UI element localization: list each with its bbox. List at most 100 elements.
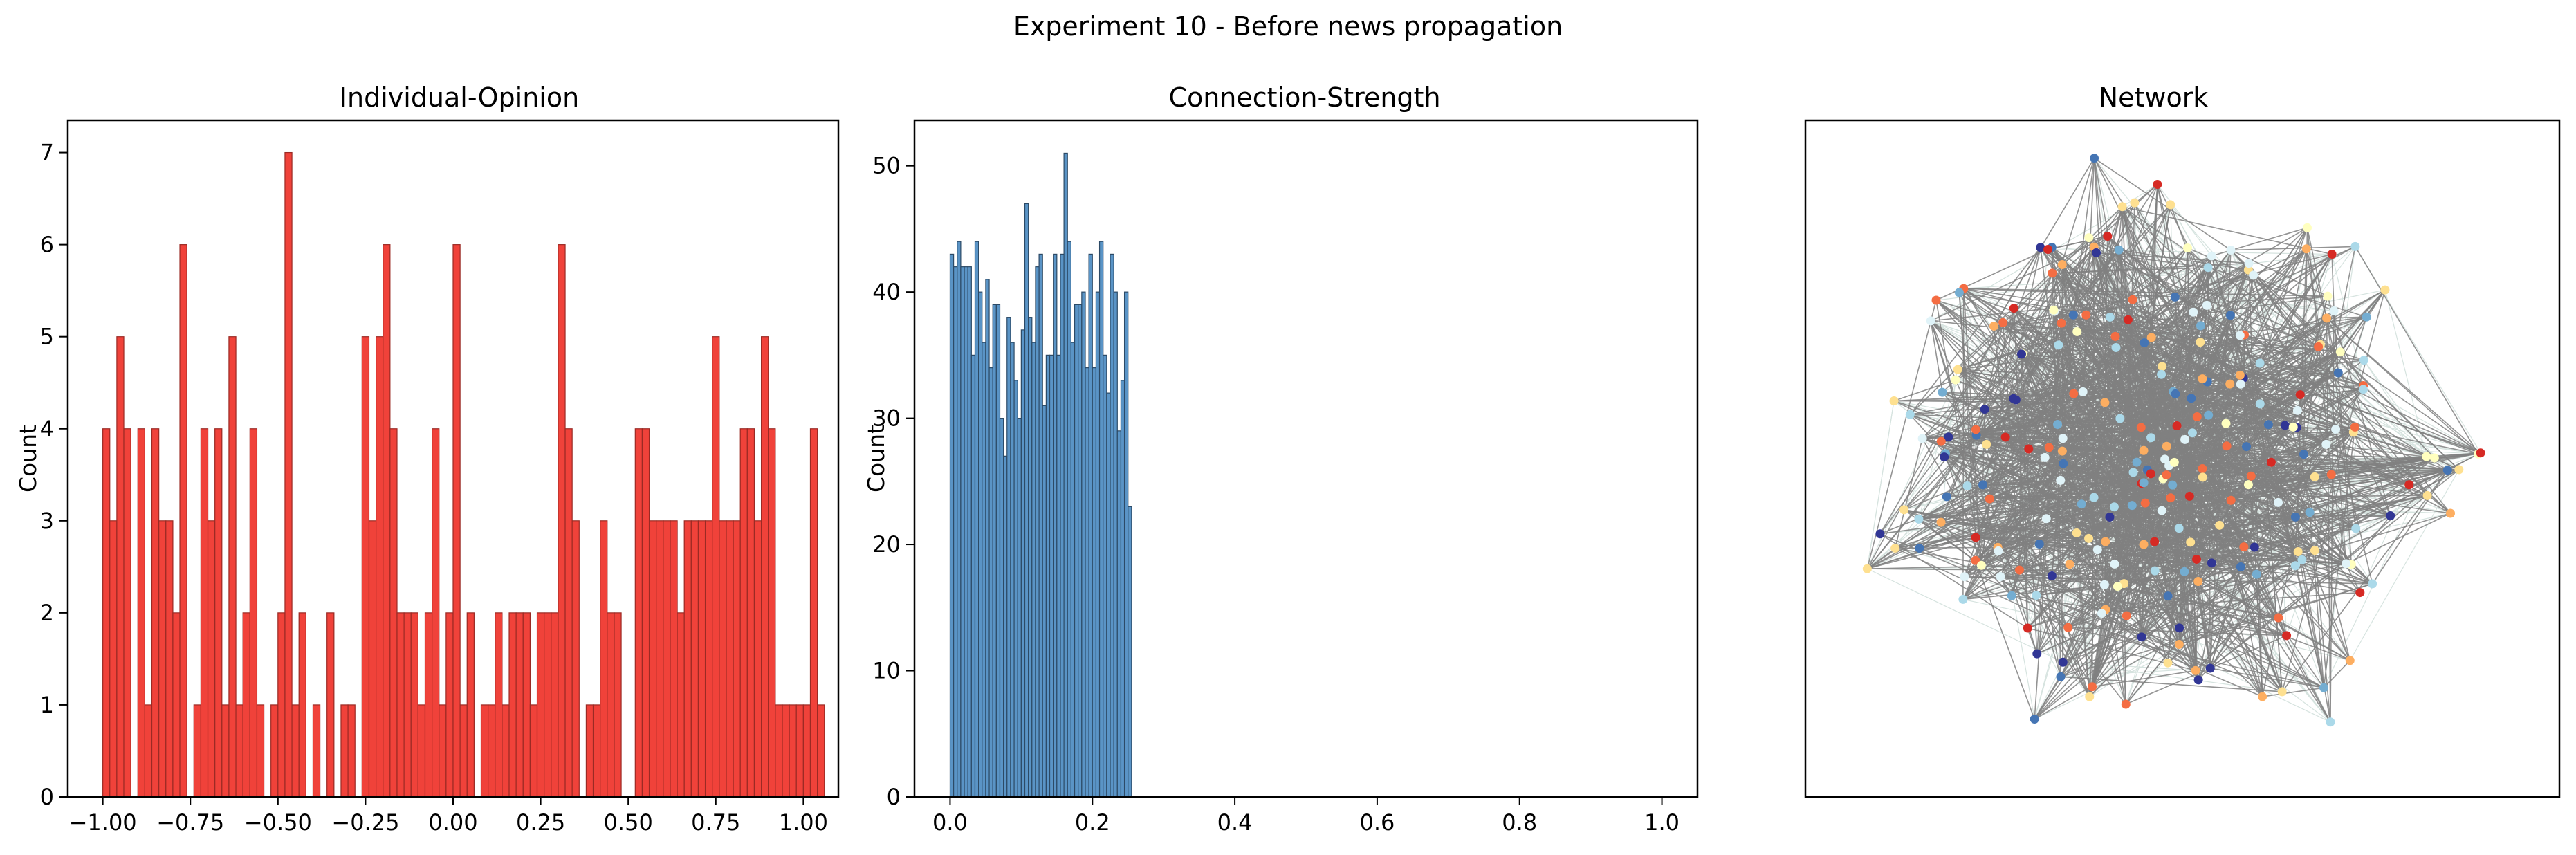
- opinion-bar: [480, 704, 489, 798]
- network-node: [2290, 561, 2300, 571]
- opinion-bar: [564, 428, 573, 798]
- opinion-bar: [249, 428, 258, 798]
- network-edge-light: [1944, 457, 2063, 663]
- network-node: [2263, 420, 2273, 430]
- network-edge: [1974, 560, 2035, 719]
- network-node: [2172, 421, 2182, 431]
- network-node: [2225, 379, 2235, 389]
- network-edge: [2036, 289, 2386, 654]
- network-node: [2335, 347, 2345, 357]
- opinion-bar: [326, 612, 335, 798]
- opinion-x-tick-label: −0.25: [331, 809, 399, 836]
- connection-bar: [957, 241, 962, 798]
- opinion-bar: [558, 244, 566, 798]
- network-node: [1971, 533, 1980, 542]
- network-edge: [2207, 267, 2297, 566]
- network-node: [2088, 682, 2097, 692]
- network-edge: [1940, 247, 2041, 523]
- network-edge-light: [2384, 289, 2427, 457]
- opinion-y-tick-label: 3: [40, 508, 54, 534]
- opinion-bar: [809, 428, 818, 798]
- connection-bar: [1053, 253, 1058, 798]
- network-edge: [2196, 476, 2315, 560]
- network-node: [2090, 154, 2099, 163]
- opinion-chart-title: Individual-Opinion: [340, 82, 579, 113]
- network-edge: [1982, 473, 2151, 486]
- connection-y-axis-label: Count: [863, 425, 890, 493]
- network-node: [2078, 387, 2088, 396]
- network-edge: [2243, 378, 2252, 477]
- network-node: [1951, 375, 1960, 385]
- connection-x-tick-label: 0.6: [1359, 809, 1395, 836]
- network-edge: [2134, 202, 2209, 416]
- network-edge: [2122, 206, 2481, 454]
- network-node: [2204, 410, 2214, 420]
- network-node: [2207, 558, 2216, 568]
- opinion-bar: [417, 704, 426, 798]
- network-node: [2329, 306, 2339, 315]
- network-node: [2157, 506, 2166, 515]
- network-node: [2089, 493, 2099, 502]
- network-node: [2036, 243, 2045, 252]
- network-node: [2404, 480, 2414, 490]
- connection-bar: [1074, 304, 1079, 798]
- network-node: [2258, 692, 2267, 701]
- opinion-bar: [165, 520, 174, 798]
- connection-bar: [1003, 455, 1008, 798]
- network-edge: [2081, 499, 2232, 505]
- opinion-bar: [396, 612, 405, 798]
- network-edge: [1958, 292, 1976, 537]
- opinion-bar: [789, 704, 797, 798]
- network-node: [2100, 398, 2110, 407]
- network-node: [2246, 471, 2256, 481]
- network-edge: [1942, 392, 2245, 548]
- network-node: [2368, 579, 2377, 589]
- network-node: [2140, 498, 2150, 508]
- opinion-bar: [200, 428, 209, 798]
- network-edge: [2331, 254, 2335, 311]
- network-node: [2192, 412, 2202, 421]
- network-node: [2081, 310, 2091, 320]
- opinion-y-tick-label: 0: [40, 784, 54, 810]
- network-node: [2057, 260, 2067, 270]
- connection-bar: [1024, 203, 1029, 798]
- network-node: [1958, 594, 1968, 604]
- connection-y-tick-label: 40: [872, 279, 901, 305]
- network-node: [2326, 470, 2336, 479]
- network-edge: [2051, 247, 2296, 567]
- network-edge: [2230, 249, 2328, 297]
- network-node: [1998, 318, 2008, 327]
- network-chart-title: Network: [2099, 82, 2209, 113]
- network-node: [2171, 389, 2180, 398]
- connection-bar: [1006, 317, 1011, 798]
- network-node: [1976, 560, 1986, 570]
- opinion-bar: [270, 704, 279, 798]
- network-edge: [2256, 502, 2279, 575]
- connection-bar: [1070, 342, 1076, 798]
- network-node: [2077, 499, 2086, 509]
- network-node: [2319, 683, 2328, 692]
- network-edge: [2062, 566, 2241, 663]
- connection-bar: [1060, 253, 1065, 798]
- network-edge: [1931, 320, 2144, 344]
- opinion-bar: [614, 612, 622, 798]
- network-edge: [2040, 247, 2145, 344]
- opinion-bar: [116, 336, 125, 798]
- network-node: [2097, 609, 2106, 618]
- network-node: [1953, 365, 1962, 374]
- network-node: [2139, 478, 2149, 488]
- network-edge: [2240, 384, 2351, 661]
- network-node: [2162, 470, 2171, 480]
- network-edge-light: [2335, 428, 2478, 454]
- opinion-bar: [137, 428, 145, 798]
- opinion-bar: [600, 520, 608, 798]
- network-edge: [1976, 414, 2209, 430]
- opinion-bar: [410, 612, 418, 798]
- network-edge: [1986, 443, 2315, 478]
- network-edge-light: [1866, 401, 1895, 569]
- network-edge: [2000, 576, 2373, 585]
- connection-bar: [1116, 430, 1122, 798]
- connection-bar: [953, 266, 958, 798]
- network-edge: [2184, 439, 2357, 529]
- network-node: [2290, 512, 2300, 522]
